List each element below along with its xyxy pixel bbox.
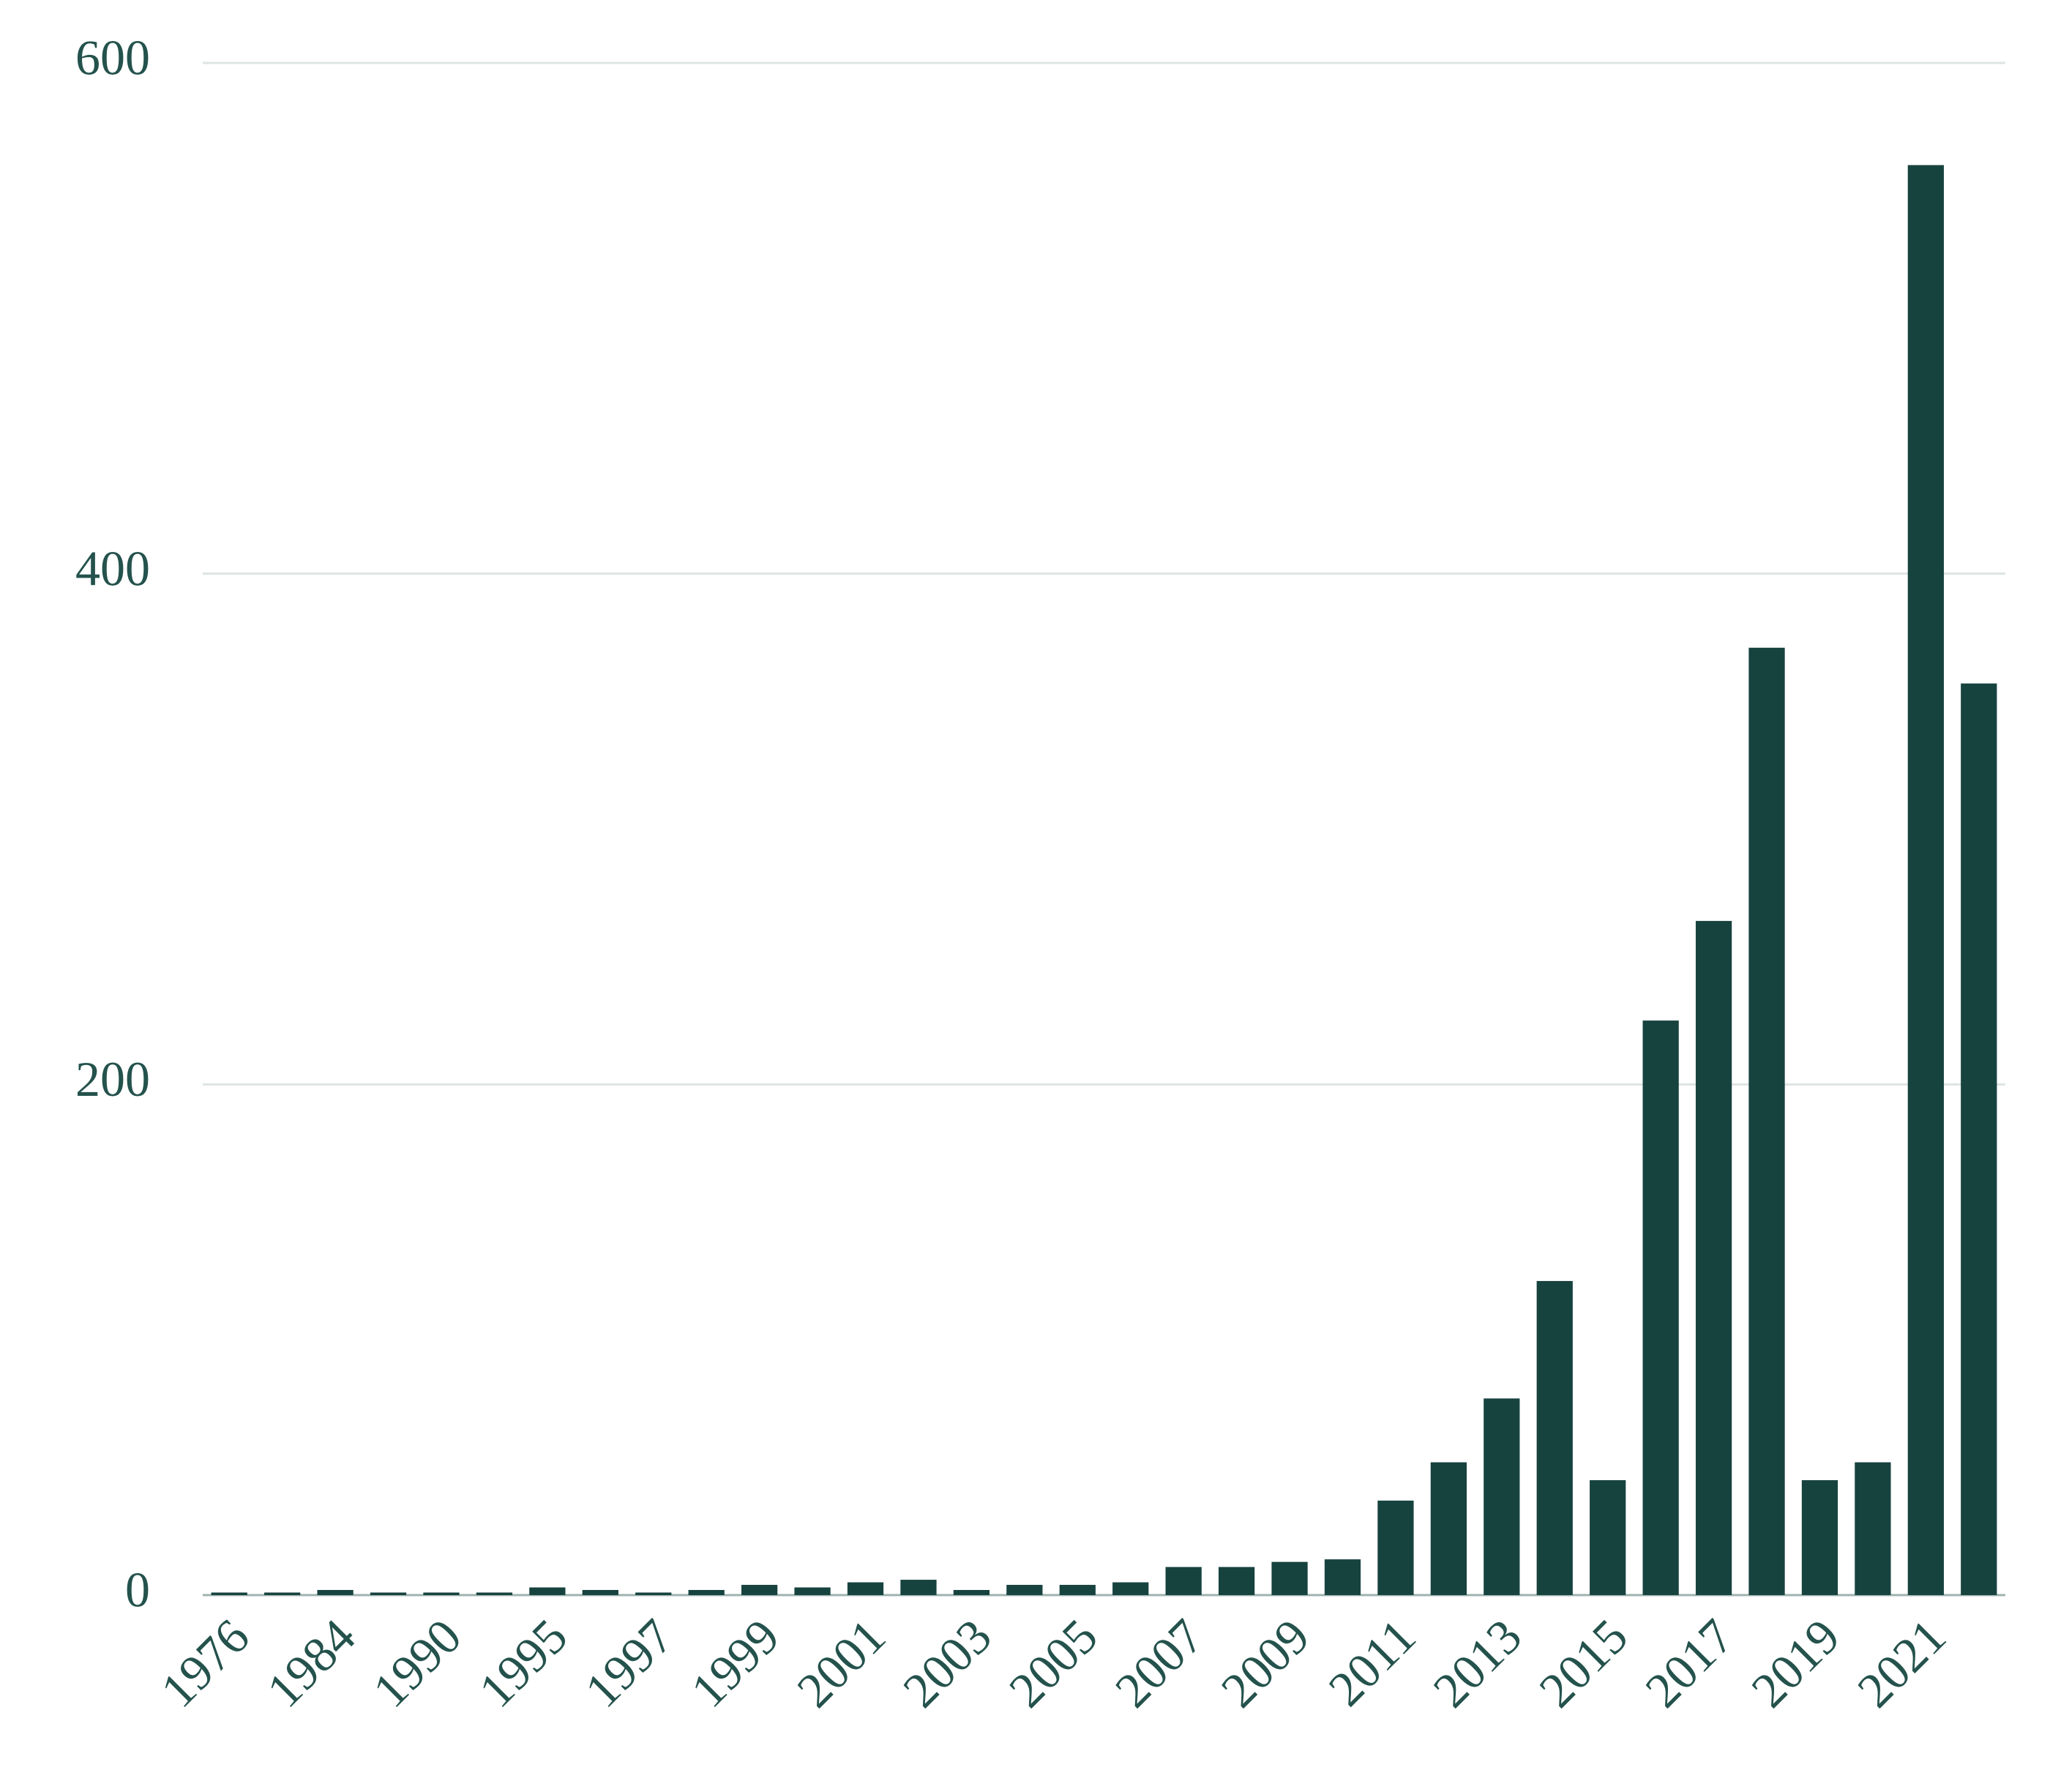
bar — [953, 1590, 990, 1595]
bar — [1801, 1480, 1838, 1595]
bar — [1377, 1500, 1414, 1595]
x-tick-label: 1999 — [680, 1608, 790, 1718]
bar — [529, 1587, 566, 1595]
x-tick-label: 2003 — [892, 1608, 1002, 1718]
bar — [1642, 1020, 1679, 1595]
x-tick-label: 1995 — [468, 1608, 578, 1718]
x-tick-label: 2021 — [1847, 1608, 1956, 1718]
bar — [741, 1585, 778, 1595]
bar — [847, 1582, 884, 1595]
bar — [1218, 1567, 1255, 1595]
bar — [1271, 1561, 1308, 1595]
x-tick-label: 2005 — [998, 1608, 1108, 1718]
x-tick-label: 2011 — [1317, 1608, 1426, 1717]
x-tick-label: 2013 — [1423, 1608, 1533, 1718]
bar — [317, 1590, 353, 1595]
bar — [1907, 165, 1944, 1596]
x-tick-label: 1997 — [574, 1608, 684, 1718]
bar — [1536, 1280, 1573, 1595]
bar — [1165, 1567, 1202, 1595]
bar — [1324, 1559, 1361, 1595]
x-tick-label: 1984 — [256, 1608, 366, 1718]
x-tick-label: 1990 — [362, 1608, 472, 1718]
x-tick-label: 2017 — [1634, 1608, 1744, 1718]
bar — [582, 1590, 618, 1595]
y-tick-label: 400 — [75, 540, 150, 596]
bar — [476, 1592, 513, 1595]
x-tick-label: 2019 — [1740, 1608, 1850, 1718]
bar — [264, 1592, 301, 1595]
bar — [1961, 683, 1997, 1595]
x-tick-label: 2007 — [1104, 1608, 1214, 1718]
bar — [794, 1587, 831, 1595]
bar — [1059, 1585, 1096, 1595]
bar — [900, 1580, 937, 1595]
x-tick-label: 2015 — [1528, 1608, 1638, 1718]
bar — [1430, 1462, 1467, 1595]
bar — [1006, 1585, 1043, 1595]
bar — [1112, 1582, 1149, 1595]
bar — [635, 1592, 672, 1595]
bar — [423, 1592, 460, 1595]
bar — [1695, 921, 1732, 1595]
bar — [688, 1590, 725, 1595]
y-tick-label: 600 — [75, 30, 150, 86]
bar — [370, 1592, 407, 1595]
bar — [1748, 647, 1785, 1595]
x-tick-label: 1976 — [150, 1608, 260, 1718]
x-tick-label: 2001 — [786, 1608, 896, 1718]
bar — [1484, 1398, 1520, 1595]
y-tick-label: 0 — [125, 1562, 150, 1618]
y-tick-label: 200 — [75, 1051, 150, 1107]
bar — [211, 1592, 247, 1595]
x-tick-label: 2009 — [1211, 1608, 1320, 1718]
bar — [1855, 1462, 1891, 1595]
bar — [1590, 1480, 1626, 1595]
